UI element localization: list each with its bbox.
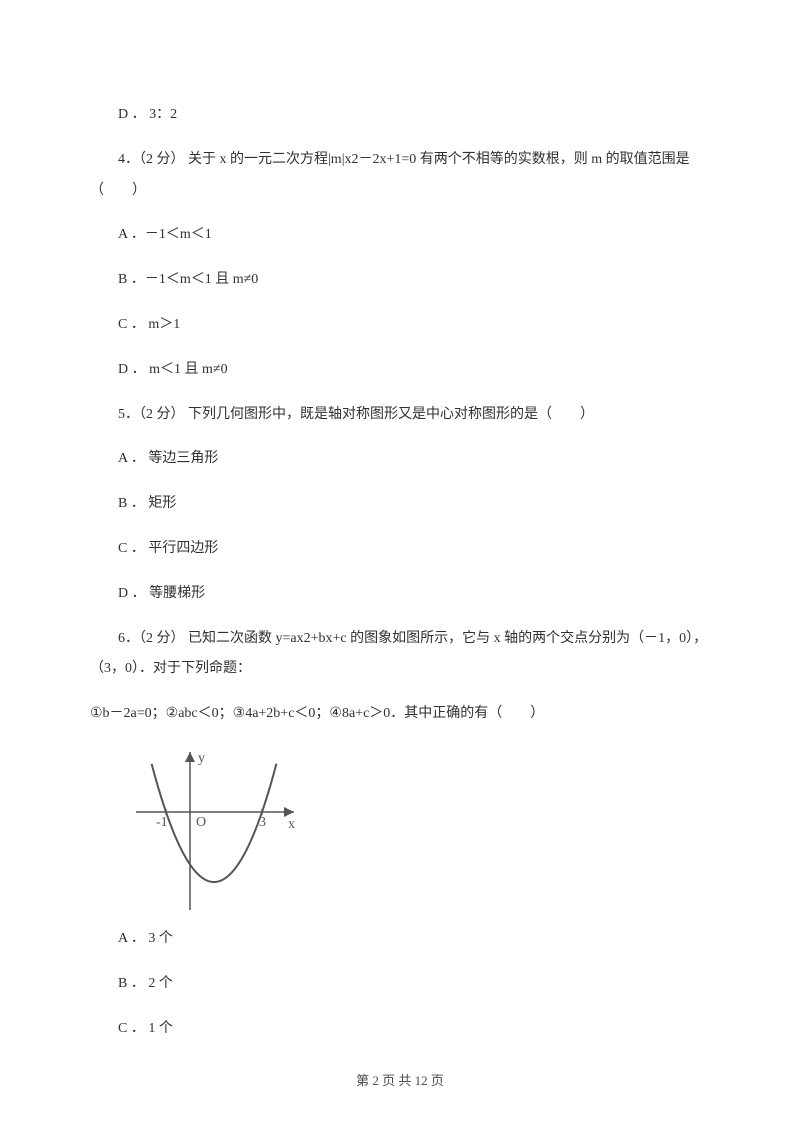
- q4-option-a: A ．－1＜m＜1: [90, 220, 710, 251]
- q5-option-c: C ． 平行四边形: [90, 534, 710, 565]
- q5-option-d: D ． 等腰梯形: [90, 579, 710, 610]
- q6-stem: 6．（2 分） 已知二次函数 y=ax2+bx+c 的图象如图所示，它与 x 轴…: [90, 624, 710, 686]
- q6-option-a: A ． 3 个: [90, 924, 710, 955]
- q4-option-b: B ．－1＜m＜1 且 m≠0: [90, 265, 710, 296]
- q4-stem: 4．（2 分） 关于 x 的一元二次方程|m|x2－2x+1=0 有两个不相等的…: [90, 145, 710, 207]
- q6-stem-line2: ①b－2a=0；②abc＜0；③4a+2b+c＜0；④8a+c＞0．其中正确的有…: [90, 699, 710, 730]
- svg-text:-1: -1: [156, 815, 168, 830]
- q6-chart: y x O -1 3: [132, 744, 710, 914]
- svg-text:x: x: [288, 817, 295, 832]
- q5-stem: 5．（2 分） 下列几何图形中，既是轴对称图形又是中心对称图形的是（ ）: [90, 400, 710, 431]
- svg-text:O: O: [196, 815, 206, 830]
- q5-option-a: A ． 等边三角形: [90, 444, 710, 475]
- page-content: D ． 3：2 4．（2 分） 关于 x 的一元二次方程|m|x2－2x+1=0…: [0, 0, 800, 1132]
- svg-text:3: 3: [259, 815, 266, 830]
- svg-text:y: y: [198, 751, 205, 766]
- q4-option-d: D ． m＜1 且 m≠0: [90, 355, 710, 386]
- q5-option-b: B ． 矩形: [90, 489, 710, 520]
- page-footer: 第 2 页 共 12 页: [0, 1067, 800, 1096]
- q4-option-c: C ． m＞1: [90, 310, 710, 341]
- q-prev-option-d: D ． 3：2: [90, 100, 710, 131]
- q6-option-c: C ． 1 个: [90, 1014, 710, 1045]
- q6-option-b: B ． 2 个: [90, 969, 710, 1000]
